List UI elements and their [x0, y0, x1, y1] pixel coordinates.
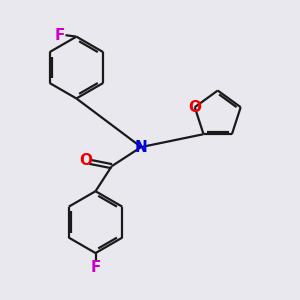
Text: N: N: [135, 140, 148, 154]
Text: F: F: [55, 28, 65, 43]
Text: O: O: [188, 100, 201, 115]
Text: O: O: [79, 153, 92, 168]
Text: F: F: [90, 260, 101, 275]
